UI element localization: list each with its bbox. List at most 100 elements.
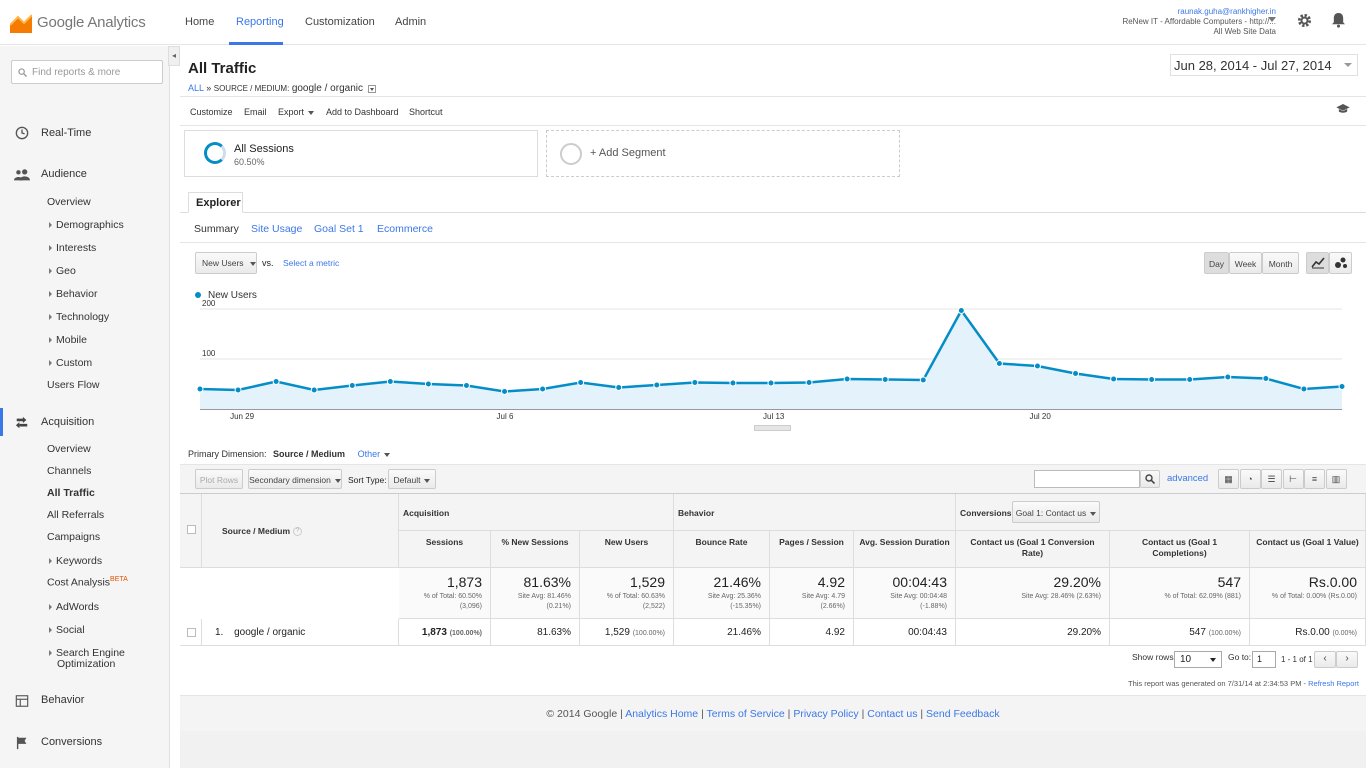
- email-button[interactable]: Email: [244, 107, 267, 117]
- data-point[interactable]: [767, 379, 775, 387]
- account-dropdown-icon[interactable]: [1268, 17, 1276, 22]
- sidebar-conversions[interactable]: Conversions: [41, 736, 103, 748]
- data-point[interactable]: [272, 378, 280, 385]
- select-metric-link[interactable]: Select a metric: [283, 258, 340, 268]
- bell-icon[interactable]: [1331, 12, 1346, 28]
- comparison-view-button[interactable]: ⊢: [1282, 469, 1304, 489]
- breadcrumb-dropdown-icon[interactable]: [367, 84, 376, 93]
- data-point[interactable]: [1186, 376, 1194, 383]
- data-point[interactable]: [196, 385, 204, 393]
- pie-view-button[interactable]: ◔: [1239, 469, 1261, 489]
- column-header[interactable]: Sessions: [399, 531, 491, 568]
- row-source-medium-link[interactable]: google / organic: [234, 627, 306, 638]
- sidebar-campaigns[interactable]: Campaigns: [47, 531, 101, 543]
- data-point[interactable]: [1072, 370, 1080, 377]
- sidebar-acquisition[interactable]: Acquisition: [41, 416, 95, 428]
- data-point[interactable]: [881, 376, 889, 383]
- month-button[interactable]: Month: [1262, 252, 1299, 274]
- data-point[interactable]: [234, 386, 242, 394]
- segment-all-sessions[interactable]: All Sessions 60.50%: [184, 130, 538, 177]
- data-point[interactable]: [577, 379, 585, 386]
- breadcrumb-all[interactable]: ALL: [188, 83, 204, 93]
- column-header[interactable]: Bounce Rate: [674, 531, 770, 568]
- sidebar-social[interactable]: Social: [47, 624, 85, 636]
- data-point[interactable]: [1224, 373, 1232, 381]
- data-point[interactable]: [1033, 362, 1041, 370]
- account-selector[interactable]: raunak.guha@rankhigher.in ReNew IT - Aff…: [1122, 7, 1276, 37]
- data-point[interactable]: [957, 307, 965, 314]
- sidebar-custom[interactable]: Custom: [47, 357, 92, 369]
- date-range-picker[interactable]: Jun 28, 2014 - Jul 27, 2014: [1170, 54, 1358, 76]
- sidebar-behavior[interactable]: Behavior: [41, 694, 85, 706]
- sort-type-select[interactable]: Default: [388, 469, 436, 489]
- week-button[interactable]: Week: [1229, 252, 1262, 274]
- advanced-filter-link[interactable]: advanced: [1167, 473, 1209, 484]
- day-button[interactable]: Day: [1204, 252, 1229, 274]
- sidebar-cost-analysis[interactable]: Cost AnalysisBETA: [47, 576, 128, 589]
- data-point[interactable]: [919, 376, 927, 384]
- metric-select[interactable]: New Users: [195, 252, 257, 274]
- footer-feedback[interactable]: Send Feedback: [926, 708, 1000, 720]
- select-all-checkbox[interactable]: [187, 525, 196, 534]
- footer-terms[interactable]: Terms of Service: [706, 708, 785, 720]
- plot-rows-button[interactable]: Plot Rows: [195, 469, 243, 489]
- data-point[interactable]: [1338, 383, 1346, 390]
- footer-analytics-home[interactable]: Analytics Home: [625, 708, 699, 720]
- sidebar-demographics[interactable]: Demographics: [47, 219, 124, 231]
- column-header[interactable]: Pages / Session: [770, 531, 854, 568]
- data-point[interactable]: [386, 378, 394, 385]
- collapse-sidebar-icon[interactable]: ◂: [168, 46, 180, 66]
- graduation-cap-icon[interactable]: [1336, 104, 1350, 114]
- data-point[interactable]: [310, 386, 318, 394]
- data-point[interactable]: [843, 375, 851, 383]
- header-source-medium[interactable]: Source / Medium?: [202, 494, 399, 568]
- subtab-site-usage[interactable]: Site Usage: [251, 223, 303, 235]
- sidebar-audience-behavior[interactable]: Behavior: [47, 288, 97, 300]
- footer-contact[interactable]: Contact us: [867, 708, 918, 720]
- refresh-report-link[interactable]: Refresh Report: [1308, 679, 1359, 688]
- data-point[interactable]: [501, 388, 509, 395]
- sidebar-users-flow[interactable]: Users Flow: [47, 379, 100, 391]
- motion-chart-button[interactable]: [1329, 252, 1352, 274]
- nav-reporting[interactable]: Reporting: [236, 16, 284, 28]
- add-segment-button[interactable]: + Add Segment: [546, 130, 900, 177]
- column-header[interactable]: Contact us (Goal 1 Completions): [1110, 531, 1250, 568]
- sidebar-realtime[interactable]: Real-Time: [41, 127, 92, 139]
- prev-page-button[interactable]: ‹: [1314, 651, 1336, 668]
- data-point[interactable]: [1148, 376, 1156, 383]
- shortcut-button[interactable]: Shortcut: [409, 107, 443, 117]
- sidebar-all-traffic[interactable]: All Traffic: [47, 487, 95, 499]
- nav-admin[interactable]: Admin: [395, 16, 427, 28]
- data-point[interactable]: [539, 385, 547, 393]
- data-point[interactable]: [615, 384, 623, 391]
- data-point[interactable]: [729, 379, 737, 387]
- data-point[interactable]: [805, 379, 813, 386]
- column-header[interactable]: Contact us (Goal 1 Value): [1250, 531, 1366, 568]
- sidebar-channels[interactable]: Channels: [47, 465, 92, 477]
- table-view-button[interactable]: ▦: [1218, 469, 1239, 489]
- sidebar-audience-overview[interactable]: Overview: [47, 196, 91, 208]
- table-filter-input[interactable]: [1034, 470, 1140, 488]
- next-page-button[interactable]: ›: [1336, 651, 1358, 668]
- data-point[interactable]: [1262, 375, 1270, 382]
- table-search-button[interactable]: [1140, 470, 1160, 488]
- data-point[interactable]: [995, 360, 1003, 367]
- data-point[interactable]: [424, 380, 432, 388]
- sidebar-keywords[interactable]: Keywords: [47, 555, 102, 567]
- goal-select[interactable]: Goal 1: Contact us: [1012, 501, 1100, 523]
- subtab-goal-set-1[interactable]: Goal Set 1: [314, 223, 364, 235]
- column-header[interactable]: Avg. Session Duration: [854, 531, 956, 568]
- primary-dim-value[interactable]: Source / Medium: [273, 449, 346, 459]
- data-point[interactable]: [348, 382, 356, 389]
- term-cloud-view-button[interactable]: ≡: [1304, 469, 1325, 489]
- sidebar-technology[interactable]: Technology: [47, 311, 109, 323]
- performance-view-button[interactable]: ☰: [1261, 469, 1282, 489]
- data-point[interactable]: [653, 381, 661, 389]
- sidebar-geo[interactable]: Geo: [47, 265, 76, 277]
- gear-icon[interactable]: [1297, 13, 1312, 28]
- ga-logo[interactable]: Google Analytics: [10, 10, 146, 34]
- sidebar-seo[interactable]: Search Engine: [47, 647, 125, 659]
- sidebar-adwords[interactable]: AdWords: [47, 601, 99, 613]
- footer-privacy[interactable]: Privacy Policy: [793, 708, 859, 720]
- line-chart-button[interactable]: [1306, 252, 1329, 274]
